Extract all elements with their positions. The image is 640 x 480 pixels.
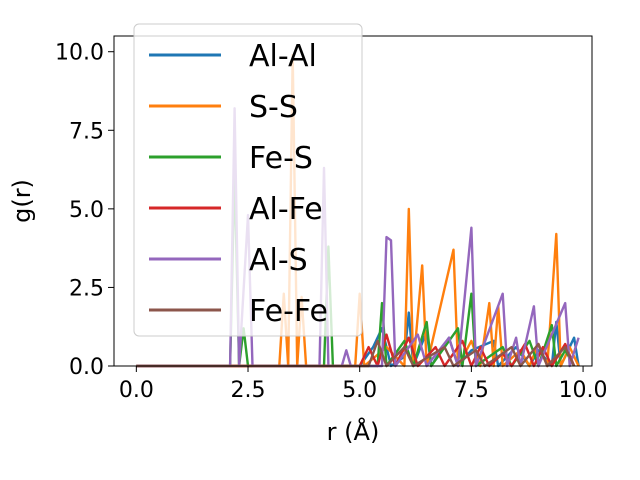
x-tick-label: 0.0 (119, 378, 154, 403)
x-tick-label: 2.5 (231, 378, 266, 403)
y-tick-label: 2.5 (69, 276, 104, 301)
x-axis-label: r (Å) (327, 417, 380, 446)
x-tick-label: 5.0 (342, 378, 377, 403)
x-tick-label: 7.5 (454, 378, 489, 403)
legend-box (133, 23, 363, 337)
y-axis-ticks: 0.0 2.5 5.0 7.5 10.0 (55, 41, 114, 380)
y-tick-label: 0.0 (69, 355, 104, 380)
x-tick-label: 10.0 (559, 378, 608, 403)
y-tick-label: 7.5 (69, 119, 104, 144)
y-tick-label: 5.0 (69, 198, 104, 223)
legend-label: S-S (249, 90, 298, 125)
y-axis-label: g(r) (8, 179, 36, 223)
legend-label: Al-Al (249, 39, 317, 74)
y-tick-label: 10.0 (55, 41, 104, 66)
x-axis-ticks: 0.0 2.5 5.0 7.5 10.0 (119, 366, 608, 403)
legend: Al-Al S-S Fe-S Al-Fe Al-S Fe-Fe (133, 23, 363, 337)
legend-label: Fe-Fe (249, 294, 328, 329)
legend-label: Fe-S (249, 141, 313, 176)
legend-label: Al-Fe (249, 192, 323, 227)
series-line-fe-fe (136, 339, 576, 368)
legend-label: Al-S (249, 243, 308, 278)
